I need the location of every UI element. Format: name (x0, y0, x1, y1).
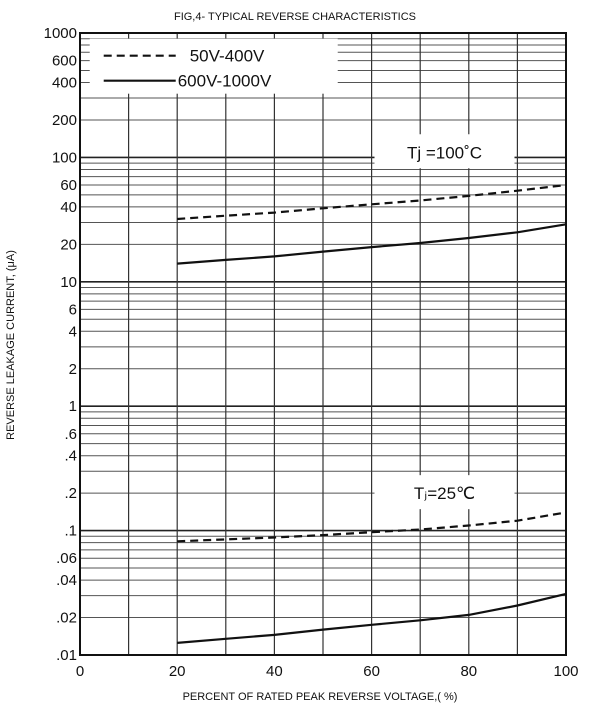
y-tick-label: 40 (60, 199, 77, 216)
y-tick-label: 6 (69, 301, 77, 318)
y-tick-label: 600 (52, 53, 77, 70)
x-tick-label: 40 (266, 663, 283, 680)
annotation-box (374, 134, 515, 169)
y-tick-label: 100 (52, 149, 77, 166)
y-tick-label: .04 (56, 572, 77, 589)
y-tick-label: 200 (52, 112, 77, 129)
y-tick-label: 60 (60, 177, 77, 194)
annotations: Tj =100˚C Tⱼ=25℃ (374, 134, 515, 510)
y-tick-label: .4 (64, 448, 77, 465)
y-tick-label: 20 (60, 236, 77, 253)
grid-lines (79, 32, 567, 656)
series-line-solid-1 (177, 223, 567, 265)
series-line-dashed-0 (177, 183, 567, 221)
y-tick-label: 1 (69, 398, 77, 415)
legend-box (89, 38, 338, 94)
y-tick-label: 2 (69, 361, 77, 378)
plot-frame (79, 32, 567, 656)
y-tick-label: 4 (69, 323, 77, 340)
y-tick-label: .1 (64, 523, 77, 540)
x-tick-label: 20 (169, 663, 186, 680)
series-line-solid-3 (177, 592, 567, 644)
legend: 50V-400V 600V-1000V (89, 38, 338, 94)
y-tick-label: .2 (64, 485, 77, 502)
temperature-annotation: Tj =100˚C (407, 143, 482, 162)
x-tick-label: 100 (553, 663, 578, 680)
chart-title: FIG,4- TYPICAL REVERSE CHARACTERISTICS (174, 11, 416, 23)
y-tick-label: 1000 (44, 25, 77, 42)
x-tick-label: 80 (460, 663, 477, 680)
x-axis-label: PERCENT OF RATED PEAK REVERSE VOLTAGE,( … (183, 691, 458, 703)
legend-label: 600V-1000V (178, 72, 272, 91)
annotation-box (374, 475, 515, 510)
legend-label: 50V-400V (190, 47, 265, 66)
y-axis-label: REVERSE LEAKAGE CURRENT, (μA) (5, 250, 17, 440)
x-tick-label: 0 (76, 663, 84, 680)
y-tick-label: 10 (60, 274, 77, 291)
y-tick-label: .6 (64, 426, 77, 443)
series-layer (177, 183, 567, 644)
x-tick-label: 60 (363, 663, 380, 680)
y-tick-label: .06 (56, 550, 77, 567)
y-tick-label: 400 (52, 75, 77, 92)
y-tick-label: .02 (56, 610, 77, 627)
tick-labels: 1000600400200100604020106421.6.4.2.1.06.… (44, 25, 579, 680)
y-tick-label: .01 (56, 647, 77, 664)
temperature-annotation: Tⱼ=25℃ (414, 484, 475, 503)
